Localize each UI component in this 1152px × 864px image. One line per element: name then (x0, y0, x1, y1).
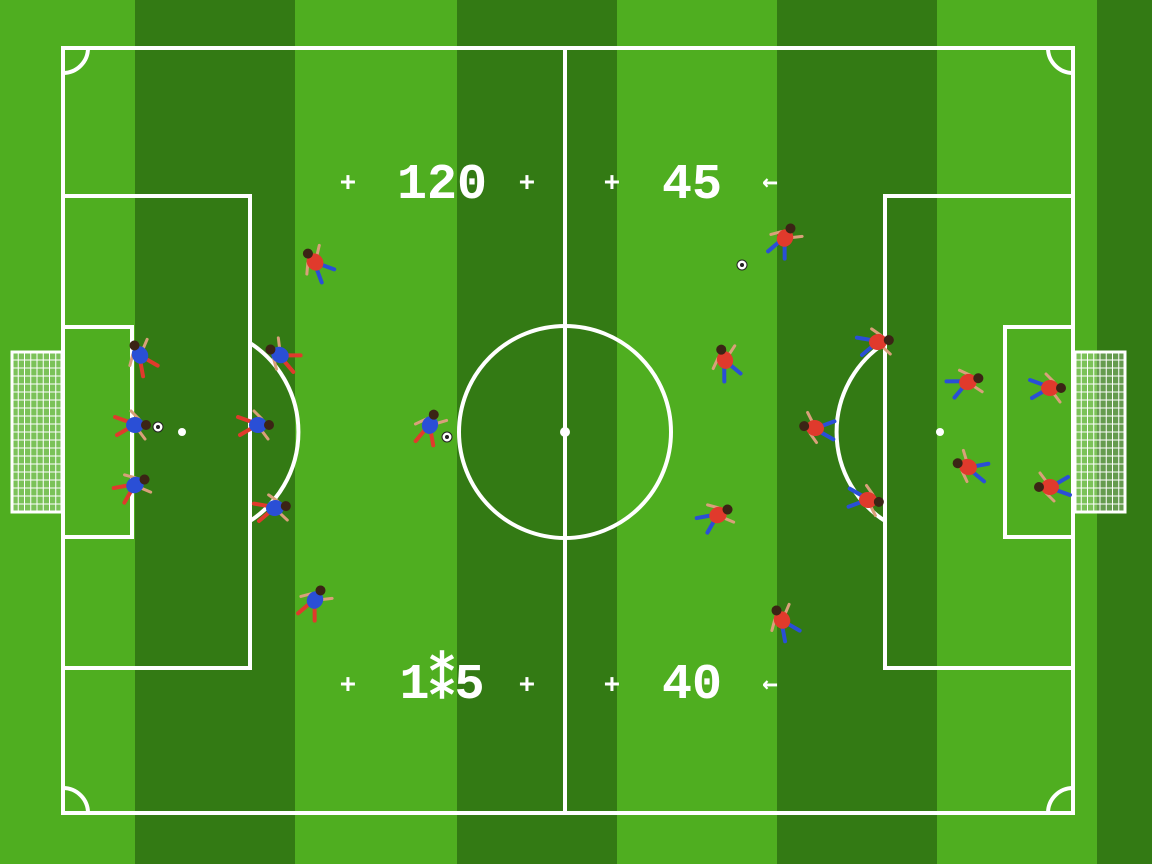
soccer-ball (152, 421, 164, 433)
spots (178, 427, 944, 437)
field-marker: ← (762, 167, 778, 197)
grass-stripe (135, 0, 295, 864)
grass-stripe (457, 0, 617, 864)
player-red-team (1034, 471, 1072, 503)
field-marker: + (519, 669, 535, 699)
player-blue-team (251, 493, 291, 523)
field-number-top-left: 120 (396, 157, 488, 214)
right-goal-net (1073, 350, 1127, 514)
player-red-team (302, 243, 337, 285)
field-marker: ← (762, 669, 778, 699)
left-goal-net (10, 350, 64, 514)
player-red-team (854, 327, 894, 357)
player-blue-team (265, 336, 303, 374)
player-blue-team (111, 473, 153, 505)
grass-stripe (777, 0, 937, 864)
center-circle (457, 324, 673, 540)
player-red-team (711, 344, 743, 384)
player-blue-team (296, 585, 334, 623)
player-red-team (944, 368, 984, 400)
grass-stripe (617, 0, 777, 864)
corner-arc (1046, 47, 1074, 75)
player-red-team (694, 503, 736, 535)
field-marker: + (604, 669, 620, 699)
player-blue-team (236, 409, 274, 441)
pitch-lines (61, 46, 1075, 815)
corner-arc (1046, 786, 1074, 814)
player-blue-team (128, 337, 160, 379)
right-penalty-spot (936, 428, 944, 436)
field-marker: + (340, 167, 356, 197)
left-penalty-spot (178, 428, 186, 436)
field-number-bottom-left: 1⁑5 (399, 657, 485, 714)
field-marker: + (604, 167, 620, 197)
right-goal-area (1003, 325, 1075, 539)
field-number-top-right: 45 (661, 157, 723, 214)
players (111, 223, 1072, 644)
corner-arc (62, 786, 90, 814)
player-red-team (799, 410, 837, 444)
field-number-bottom-right: 40 (661, 657, 723, 714)
player-blue-team (413, 409, 449, 448)
corner-arc (62, 47, 90, 75)
player-red-team (952, 448, 991, 484)
grass-stripe (937, 0, 1097, 864)
player-blue-team (113, 409, 151, 441)
goals (10, 350, 1127, 514)
player-red-team (1028, 372, 1066, 404)
center-spot (560, 427, 570, 437)
player-red-team (766, 223, 804, 261)
balls (152, 259, 748, 443)
field-marker: + (519, 167, 535, 197)
player-red-team (846, 484, 884, 518)
player-red-team (770, 602, 802, 644)
field-marker: + (340, 669, 356, 699)
soccer-ball (441, 431, 453, 443)
soccer-ball (736, 259, 748, 271)
